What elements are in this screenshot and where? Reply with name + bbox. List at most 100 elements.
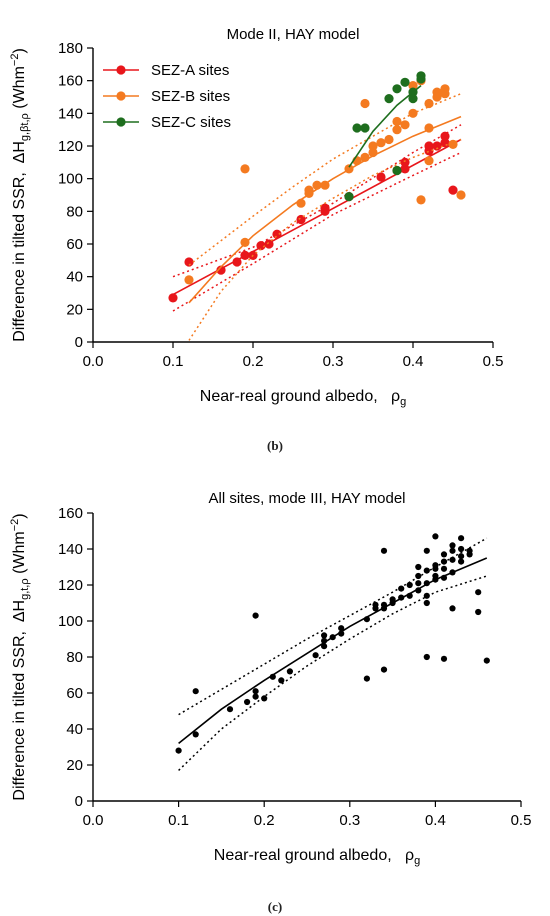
data-point (389, 596, 396, 603)
data-point (344, 192, 354, 202)
confidence-band-lower (178, 575, 488, 771)
data-point (321, 637, 328, 644)
data-point (312, 180, 322, 190)
data-point (458, 558, 465, 565)
panel-caption-c: (c) (267, 899, 283, 914)
data-point (384, 94, 394, 104)
data-point (175, 747, 182, 754)
y-axis-label: Difference in tilted SSR, ΔHg,βt,ρ (Whm−… (9, 48, 31, 342)
legend-label: SEZ-A sites (151, 62, 229, 79)
data-point (458, 545, 465, 553)
chart-panel-c: All sites, mode III, HAY model 0.0 0.1 0.2 0… (9, 490, 531, 867)
data-point (269, 673, 276, 680)
data-point (278, 677, 285, 684)
data-point (398, 585, 405, 592)
data-point (338, 625, 345, 632)
y-tick-label: 60 (66, 236, 83, 253)
fit-line (348, 84, 422, 168)
chart-title: Mode II, HAY model (227, 26, 360, 43)
data-point (400, 164, 410, 174)
x-tick-label: 0.3 (323, 353, 344, 370)
data-point (448, 185, 458, 195)
data-point (338, 630, 345, 637)
data-point (380, 666, 388, 673)
x-tick-label: 0.4 (403, 353, 424, 370)
data-point (392, 116, 402, 127)
y-tick-label: 120 (58, 577, 83, 594)
data-point (256, 241, 266, 251)
y-tick-label: 40 (66, 721, 83, 738)
data-point (424, 123, 434, 133)
data-point (272, 229, 282, 239)
data-point (483, 657, 490, 664)
y-tick-label: 100 (58, 171, 83, 188)
y-tick-label: 20 (66, 757, 83, 774)
data-point (423, 653, 430, 661)
y-tick-label: 160 (58, 73, 83, 90)
data-point (329, 634, 336, 641)
data-point (384, 134, 394, 145)
x-tick-label: 0.3 (339, 812, 360, 829)
x-axis-label: Near-real ground albedo, ρg (214, 847, 420, 867)
data-point (352, 123, 362, 133)
data-point (449, 547, 456, 554)
data-point (296, 198, 306, 208)
data-point (240, 250, 250, 260)
data-point (440, 84, 450, 94)
data-point (392, 125, 402, 135)
chart-title: All sites, mode III, HAY model (208, 490, 405, 507)
data-point (458, 535, 465, 542)
confidence-band-lower (188, 138, 462, 341)
data-point (415, 563, 422, 571)
legend-marker (116, 117, 126, 127)
data-point (440, 551, 448, 558)
data-point (312, 652, 319, 659)
data-point (400, 157, 410, 167)
y-tick-label: 160 (58, 505, 83, 522)
data-point (252, 688, 259, 695)
data-point (252, 612, 259, 619)
data-point (372, 601, 379, 608)
data-point (320, 206, 330, 216)
data-point (216, 265, 226, 275)
data-point (344, 164, 354, 174)
confidence-band-lower (172, 151, 462, 312)
data-point (400, 120, 410, 130)
legend-marker (116, 91, 126, 101)
data-point (192, 688, 199, 695)
y-tick-label: 40 (66, 269, 83, 286)
x-axis-label: Near-real ground albedo, ρg (200, 388, 406, 408)
data-point (415, 587, 422, 594)
data-point (368, 147, 378, 158)
y-tick-label: 140 (58, 105, 83, 122)
x-tick-label: 0.0 (83, 353, 104, 370)
data-point (304, 185, 314, 195)
data-point (360, 98, 370, 109)
data-point (424, 141, 434, 151)
data-point (423, 567, 430, 574)
data-point (264, 239, 274, 249)
data-point (376, 172, 386, 182)
panel-c-series-1 (175, 533, 490, 771)
y-tick-label: 80 (66, 203, 83, 220)
data-point (360, 123, 370, 133)
data-point (240, 164, 250, 174)
x-tick-label: 0.4 (425, 812, 446, 829)
data-point (392, 165, 402, 176)
data-point (363, 675, 370, 682)
data-point (392, 84, 402, 94)
legend-label: SEZ-C sites (151, 114, 231, 131)
data-point (232, 257, 242, 267)
data-point (475, 589, 482, 596)
data-point (432, 533, 439, 540)
y-tick-label: 180 (58, 40, 83, 57)
confidence-band-upper (172, 124, 462, 278)
data-point (320, 180, 330, 190)
confidence-band-upper (178, 537, 488, 716)
y-tick-label: 100 (58, 613, 83, 630)
legend-label: SEZ-B sites (151, 88, 230, 105)
x-tick-label: 0.2 (243, 353, 264, 370)
x-tick-label: 0.2 (254, 812, 275, 829)
data-point (466, 547, 473, 554)
data-point (449, 569, 456, 576)
